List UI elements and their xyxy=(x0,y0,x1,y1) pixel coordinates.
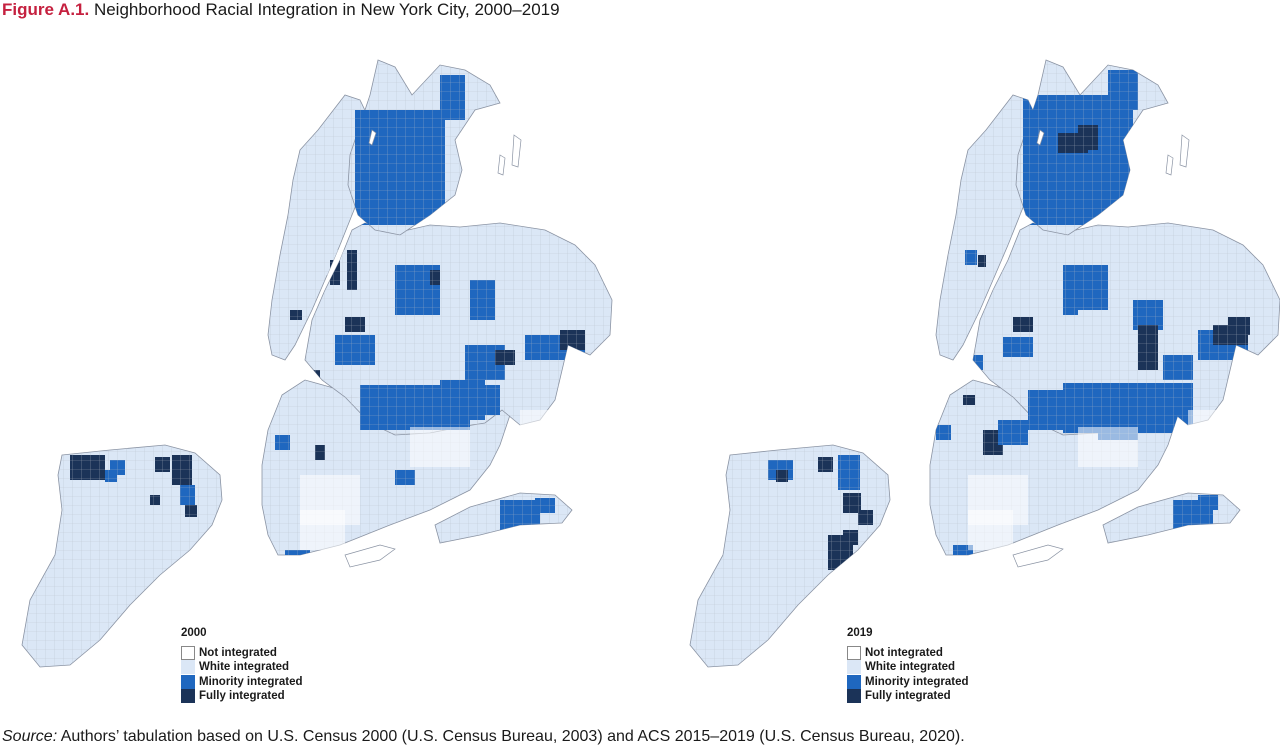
legend-2019: 2019 Not integrated White integrated Min… xyxy=(847,626,969,704)
figure-title: Figure A.1. Neighborhood Racial Integrat… xyxy=(2,0,560,20)
legend-item-fully-integrated: Fully integrated xyxy=(181,689,303,704)
map2000-island-2 xyxy=(344,544,396,568)
legend-label: White integrated xyxy=(199,661,290,673)
legend-label: Fully integrated xyxy=(199,690,285,702)
legend-label: Minority integrated xyxy=(199,675,303,688)
figure-title-text: Neighborhood Racial Integration in New Y… xyxy=(93,0,560,19)
legend-item-fully-integrated: Fully integrated xyxy=(847,689,969,704)
legend-swatch xyxy=(847,689,861,704)
map2000-island-1 xyxy=(497,154,506,176)
source-note: Source: Authors’ tabulation based on U.S… xyxy=(2,727,965,747)
legend-year: 2019 xyxy=(847,627,873,639)
map2000-tract-not-3 xyxy=(520,410,560,440)
legend-swatch xyxy=(181,645,195,660)
legend-swatch xyxy=(847,660,861,675)
legend-item-minority-integrated: Minority integrated xyxy=(847,674,969,690)
legend-label: White integrated xyxy=(865,661,956,673)
source-lead: Source: xyxy=(2,728,58,745)
legend-swatch xyxy=(847,674,861,689)
legend-item-minority-integrated: Minority integrated xyxy=(181,674,303,690)
legend-label: Not integrated xyxy=(199,646,277,659)
map2000-island-3 xyxy=(368,129,377,146)
legend-label: Minority integrated xyxy=(865,675,969,688)
map2019-island-2 xyxy=(1012,544,1064,568)
legend-item-not-integrated: Not integrated xyxy=(847,645,969,661)
map-2000-svg xyxy=(21,59,613,668)
figure-label: Figure A.1. xyxy=(2,0,90,19)
map2019-island-0 xyxy=(1179,134,1190,168)
legend-swatch xyxy=(181,689,195,704)
legend-year: 2000 xyxy=(181,627,207,639)
map-2019 xyxy=(660,55,1280,670)
map2019-island-1 xyxy=(1165,154,1174,176)
legend-item-white-integrated: White integrated xyxy=(847,660,969,675)
map2019-tract-not-0 xyxy=(1078,427,1138,467)
legend-swatch xyxy=(847,645,861,660)
legend-item-white-integrated: White integrated xyxy=(181,660,303,675)
legend-item-not-integrated: Not integrated xyxy=(181,645,303,661)
map2019-tract-not-2 xyxy=(968,510,1013,550)
map2019-island-3 xyxy=(1036,129,1045,146)
legend-label: Not integrated xyxy=(865,646,943,659)
legend-label: Fully integrated xyxy=(865,690,951,702)
legend-swatch xyxy=(181,660,195,675)
map-2019-svg xyxy=(689,59,1280,668)
source-text: Authors’ tabulation based on U.S. Census… xyxy=(57,728,965,745)
map-2000 xyxy=(0,55,640,670)
map2000-tract-not-2 xyxy=(300,510,345,550)
legend-2000: 2000 Not integrated White integrated Min… xyxy=(181,626,303,704)
legend-swatch xyxy=(181,674,195,689)
map2019-tract-not-3 xyxy=(1188,410,1228,440)
map2000-island-0 xyxy=(511,134,522,168)
map2000-tract-not-0 xyxy=(410,427,470,467)
